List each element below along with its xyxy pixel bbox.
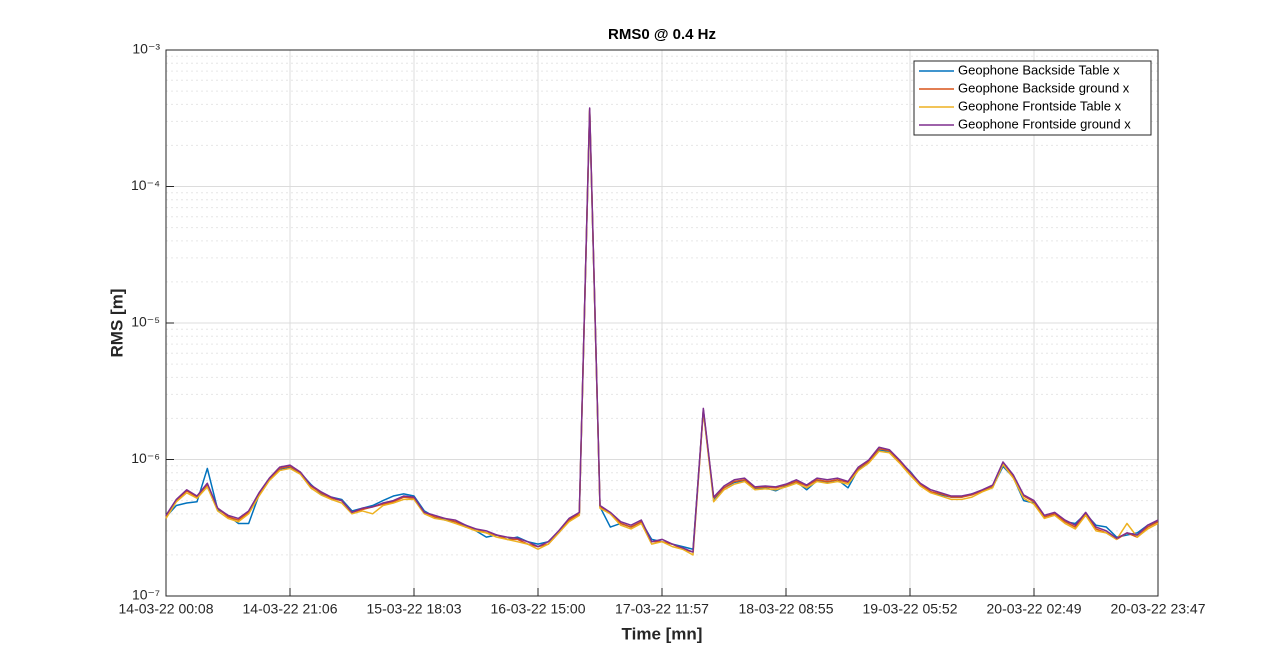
chart-title: RMS0 @ 0.4 Hz — [608, 26, 716, 43]
y-tick-label: 10⁻³ — [132, 41, 160, 57]
x-tick-label: 16-03-22 15:00 — [491, 601, 586, 617]
y-tick-label: 10⁻⁴ — [131, 177, 160, 193]
x-axis-label: Time [mn] — [622, 624, 703, 643]
legend-label: Geophone Frontside ground x — [958, 116, 1131, 131]
x-tick-label: 14-03-22 21:06 — [243, 601, 338, 617]
x-tick-label: 15-03-22 18:03 — [367, 601, 462, 617]
y-tick-label: 10⁻⁶ — [131, 450, 160, 466]
x-tick-label: 14-03-22 00:08 — [119, 601, 214, 617]
y-tick-label: 10⁻⁵ — [131, 314, 160, 330]
legend-label: Geophone Backside ground x — [958, 80, 1130, 95]
legend-box — [913, 60, 1152, 136]
legend-label: Geophone Frontside Table x — [958, 98, 1122, 113]
series-line — [165, 107, 1159, 553]
series-line — [165, 109, 1159, 556]
x-tick-label: 17-03-22 11:57 — [615, 601, 709, 617]
axes-box — [165, 49, 1159, 597]
y-axis-label: RMS [m] — [107, 289, 126, 358]
y-tick-label: 10⁻⁷ — [132, 587, 160, 603]
legend-label: Geophone Backside Table x — [958, 62, 1120, 77]
x-tick-label: 20-03-22 23:47 — [1111, 601, 1206, 617]
x-tick-label: 20-03-22 02:49 — [987, 601, 1082, 617]
x-tick-label: 18-03-22 08:55 — [739, 601, 834, 617]
x-tick-label: 19-03-22 05:52 — [863, 601, 958, 617]
